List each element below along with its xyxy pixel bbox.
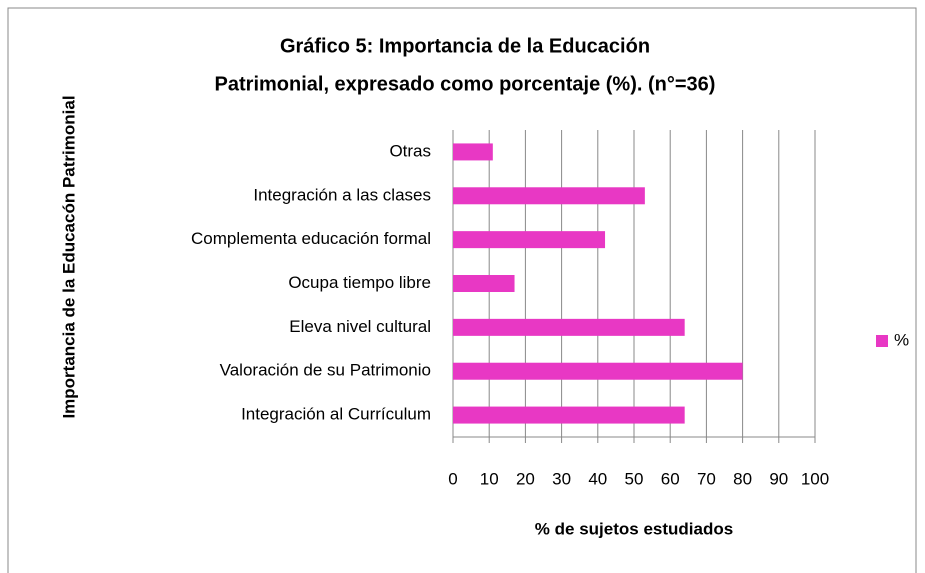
y-axis-label: Importancia de la Educacón Patrimonial	[59, 95, 78, 418]
x-axis-label: % de sujetos estudiados	[535, 519, 733, 538]
chart-title: Patrimonial, expresado como porcentaje (…	[215, 73, 716, 95]
y-tick-label: Valoración de su Patrimonio	[220, 361, 431, 380]
x-tick-label: 10	[480, 469, 499, 488]
x-tick-label: 90	[769, 469, 788, 488]
bar	[453, 406, 685, 424]
x-tick-label: 50	[625, 469, 644, 488]
y-tick-label: Otras	[389, 141, 431, 160]
legend-label: %	[894, 330, 909, 349]
x-tick-label: 70	[697, 469, 716, 488]
y-tick-label: Complementa educación formal	[191, 229, 431, 248]
x-tick-label: 40	[588, 469, 607, 488]
legend-swatch	[876, 335, 888, 347]
y-tick-label: Eleva nivel cultural	[289, 317, 431, 336]
bar	[453, 275, 515, 292]
bar	[453, 143, 493, 161]
bar	[453, 318, 685, 336]
chart-title: Gráfico 5: Importancia de la Educación	[280, 35, 650, 57]
y-tick-label: Integración a las clases	[253, 185, 431, 204]
y-tick-label: Ocupa tiempo libre	[288, 273, 431, 292]
y-tick-label: Integración al Currículum	[241, 405, 431, 424]
x-tick-label: 20	[516, 469, 535, 488]
x-tick-label: 100	[801, 469, 829, 488]
x-tick-label: 0	[448, 469, 457, 488]
x-tick-label: 60	[661, 469, 680, 488]
bar	[453, 231, 606, 249]
bar	[453, 187, 645, 205]
x-tick-label: 80	[733, 469, 752, 488]
x-tick-label: 30	[552, 469, 571, 488]
bar	[453, 362, 743, 380]
